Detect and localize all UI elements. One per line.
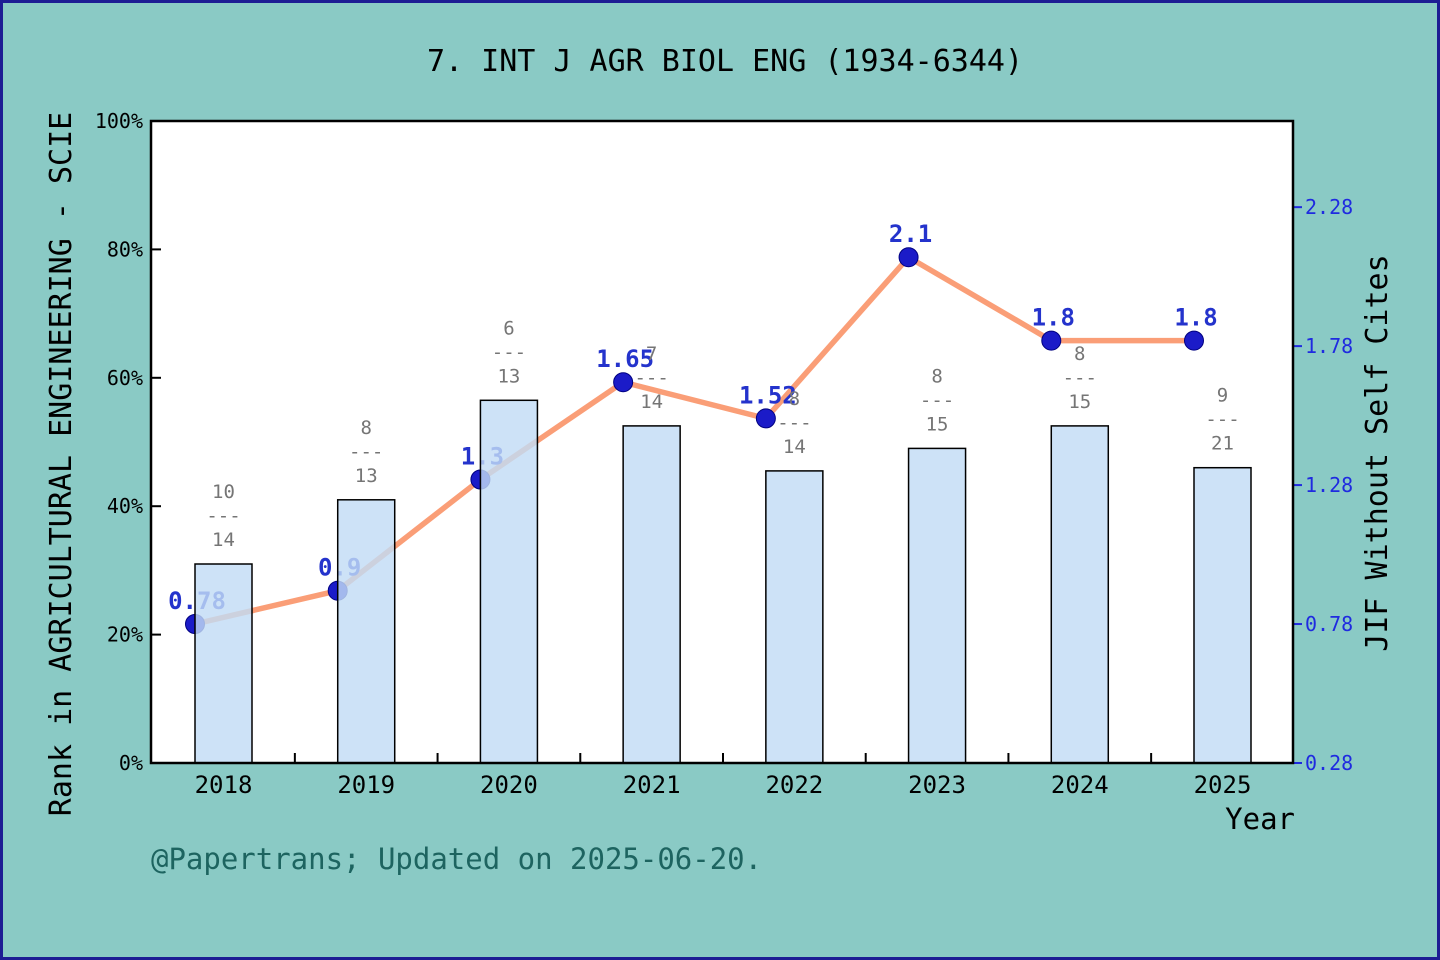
- footer-credit: @Papertrans; Updated on 2025-06-20.: [151, 842, 762, 876]
- left-tick-label: 20%: [107, 623, 143, 647]
- line-value-label-2021: 1.65: [596, 345, 654, 373]
- fraction-numerator-2019: 8: [360, 417, 371, 439]
- right-tick-label: 1.78: [1305, 334, 1353, 358]
- line-point-2025: [1183, 330, 1204, 351]
- fraction-denominator-2019: 13: [355, 465, 378, 487]
- line-point-2021: [613, 372, 634, 393]
- line-point-2024: [1041, 330, 1062, 351]
- x-tick-label-2019: 2019: [337, 771, 395, 799]
- left-tick-label: 0%: [119, 751, 143, 775]
- fraction-denominator-2021: 14: [640, 391, 663, 413]
- x-axis-title: Year: [1225, 802, 1295, 836]
- bar-2024: [1050, 425, 1110, 764]
- left-tick-label: 40%: [107, 494, 143, 518]
- bar-2025: [1193, 466, 1252, 764]
- fraction-bar-2020: ---: [492, 341, 526, 363]
- fraction-denominator-2024: 15: [1068, 391, 1091, 413]
- bar-2019: [336, 499, 396, 764]
- bar-2023: [907, 447, 967, 764]
- x-tick-label-2025: 2025: [1194, 771, 1252, 799]
- bar-2022: [765, 470, 824, 764]
- fraction-bar-2024: ---: [1063, 367, 1097, 389]
- plot-area: [151, 121, 1293, 763]
- x-tick-label-2020: 2020: [480, 771, 538, 799]
- fraction-numerator-2018: 10: [212, 481, 235, 503]
- right-axis-title: JIF Without Self Cites: [1360, 254, 1395, 651]
- x-tick-label-2021: 2021: [623, 771, 681, 799]
- bar-2018: [194, 563, 253, 764]
- right-tick-label: 0.28: [1305, 751, 1353, 775]
- right-tick-label: 2.28: [1305, 195, 1353, 219]
- line-value-label-2024: 1.8: [1032, 304, 1075, 332]
- right-tick-label: 1.28: [1305, 473, 1353, 497]
- fraction-bar-2022: ---: [777, 412, 811, 434]
- right-tick-label: 0.78: [1305, 612, 1353, 636]
- x-tick-label-2018: 2018: [195, 771, 253, 799]
- plot-border: [149, 119, 1295, 765]
- fraction-denominator-2023: 15: [926, 413, 949, 435]
- fraction-denominator-2018: 14: [212, 529, 235, 551]
- left-tick-label: 60%: [107, 366, 143, 390]
- chart-title: 7. INT J AGR BIOL ENG (1934-6344): [427, 44, 1023, 79]
- fraction-bar-2025: ---: [1205, 409, 1239, 431]
- fraction-numerator-2025: 9: [1217, 385, 1228, 407]
- bar-2020: [479, 399, 539, 764]
- fraction-bar-2018: ---: [206, 505, 240, 527]
- line-value-label-2025: 1.8: [1174, 304, 1217, 332]
- x-tick-label-2022: 2022: [765, 771, 823, 799]
- bar-2021: [622, 425, 681, 764]
- fraction-denominator-2025: 21: [1211, 433, 1234, 455]
- fraction-bar-2021: ---: [634, 367, 668, 389]
- journal-rank-chart: 0.780.91.31.651.522.11.81.810---148---13…: [44, 44, 1395, 876]
- fraction-numerator-2023: 8: [931, 365, 942, 387]
- fraction-bar-2019: ---: [349, 441, 383, 463]
- x-tick-label-2023: 2023: [908, 771, 966, 799]
- fraction-denominator-2020: 13: [497, 365, 520, 387]
- fraction-numerator-2020: 6: [503, 317, 514, 339]
- fraction-bar-2023: ---: [920, 389, 954, 411]
- line-point-2022: [755, 408, 776, 429]
- x-tick-label-2024: 2024: [1051, 771, 1109, 799]
- left-tick-label: 100%: [95, 109, 143, 133]
- fraction-numerator-2021: 7: [646, 343, 657, 365]
- fraction-numerator-2024: 8: [1074, 343, 1085, 365]
- left-axis-title: Rank in AGRICULTURAL ENGINEERING - SCIE: [44, 112, 79, 816]
- line-value-label-2022: 1.52: [739, 381, 797, 409]
- line-value-label-2023: 2.1: [889, 220, 932, 248]
- line-point-2023: [898, 247, 919, 268]
- left-tick-label: 80%: [107, 237, 143, 261]
- fraction-denominator-2022: 14: [783, 436, 806, 458]
- fraction-numerator-2022: 8: [789, 388, 800, 410]
